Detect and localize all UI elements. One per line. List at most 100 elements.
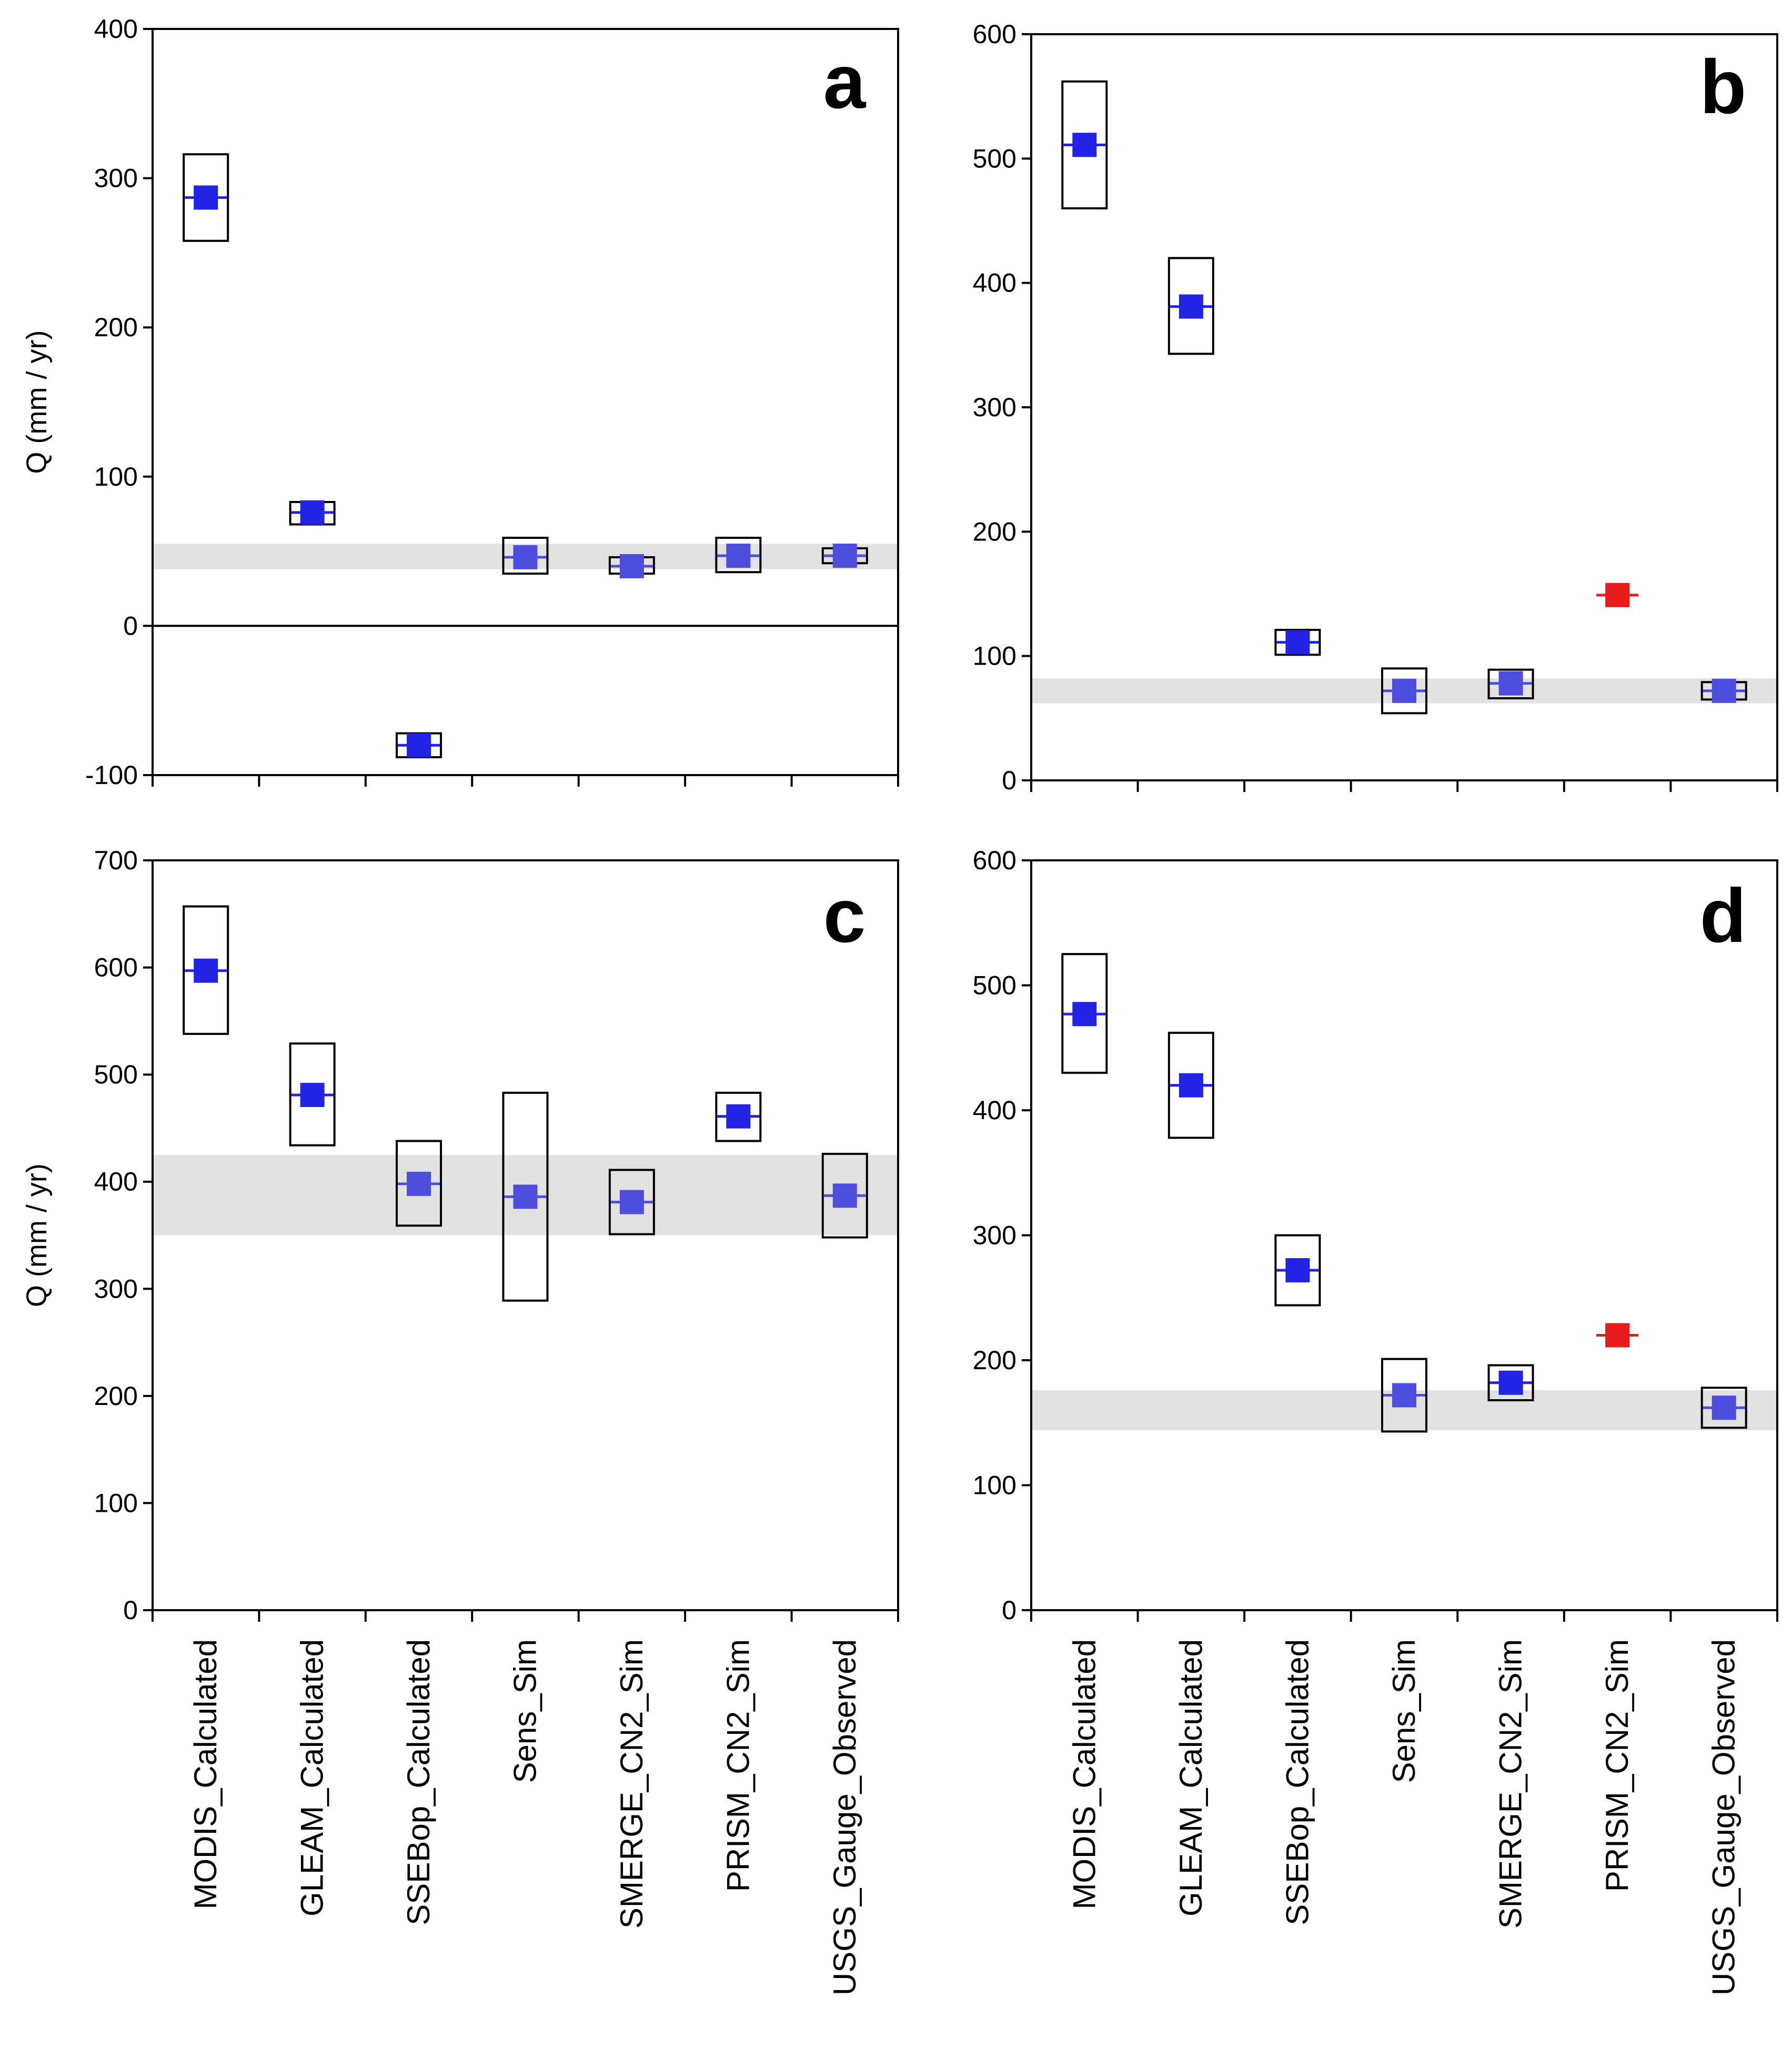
panel-d-range-box-smerge-cn2-sim: [1487, 1364, 1534, 1401]
panel-d-range-box-sens-sim: [1381, 1358, 1427, 1433]
panel-c-range-box-gleam-calculated: [289, 1042, 336, 1147]
panel-c-category-label-prism-cn2-sim: PRISM_CN2_Sim: [720, 1639, 756, 1892]
panel-a-plot-frame: [152, 28, 899, 776]
panel-b-y-tick-label-500: 500: [973, 144, 1016, 173]
panel-d-category-label-usgs-gauge-observed: USGS_Gauge_Observed: [1706, 1639, 1741, 1995]
panel-a-point-modis-calculated: [194, 185, 218, 210]
panel-a-y-tick-label--100: -100: [85, 760, 138, 790]
panel-d-category-label-modis-calculated: MODIS_Calculated: [1066, 1639, 1102, 1910]
panel-d-range-box-usgs-gauge-observed: [1700, 1387, 1747, 1429]
panel-b-point-gleam-calculated: [1179, 294, 1203, 319]
panel-c-y-tick-label-100: 100: [94, 1488, 138, 1518]
panel-d-y-tick-label-500: 500: [973, 971, 1016, 1000]
panel-b-point-modis-calculated: [1072, 133, 1097, 157]
panel-c-range-box-modis-calculated: [183, 905, 229, 1035]
panel-d-point-ssebop-calculated: [1285, 1258, 1310, 1282]
panel-d-category-label-gleam-calculated: GLEAM_Calculated: [1173, 1639, 1209, 1916]
panel-d-y-tick-label-600: 600: [973, 846, 1016, 875]
panel-d-y-tick-label-0: 0: [1002, 1595, 1016, 1625]
panel-a-y-axis-title: Q (mm / yr): [21, 330, 53, 474]
panel-a-point-prism-cn2-sim: [726, 544, 751, 568]
panel-a-point-sens-sim: [513, 545, 538, 569]
category-labels: MODIS_Calculated GLEAM_Calculated SSEBop_C…: [188, 1639, 1741, 1995]
panel-d-category-label-sens-sim: Sens_Sim: [1386, 1639, 1422, 1783]
panel-a: -100 0 100 200 300 400 Q (mm / yr) a: [21, 14, 899, 790]
panel-c-category-label-modis-calculated: MODIS_Calculated: [188, 1639, 223, 1910]
panel-d-category-label-smerge-cn2-sim: SMERGE_CN2_Sim: [1493, 1639, 1528, 1929]
panel-b-point-sens-sim: [1392, 678, 1416, 703]
panel-b-point-smerge-cn2-sim: [1498, 671, 1523, 696]
panel-c-range-box-sens-sim: [502, 1091, 549, 1302]
panel-d-range-box-ssebop-calculated: [1274, 1234, 1321, 1307]
panel-c-y-tick-label-400: 400: [94, 1167, 138, 1197]
panel-d-point-modis-calculated: [1072, 1002, 1097, 1027]
panel-b-range-box-sens-sim: [1381, 667, 1427, 715]
panel-a-point-gleam-calculated: [300, 500, 325, 525]
panel-c-range-box-smerge-cn2-sim: [608, 1169, 655, 1236]
panel-d-range-box-gleam-calculated: [1167, 1031, 1214, 1139]
panel-b-range-box-ssebop-calculated: [1274, 629, 1321, 656]
panel-a-panel-letter: a: [823, 39, 867, 124]
panel-b-y-tick-label-200: 200: [973, 517, 1016, 546]
panel-c: 0 100 200 300 400 500 600 700 Q (mm / yr) c: [21, 846, 899, 1625]
panel-d-point-smerge-cn2-sim: [1498, 1370, 1523, 1395]
panel-d-point-usgs-gauge-observed: [1712, 1396, 1736, 1420]
panel-a-y-tick-label-100: 100: [94, 462, 138, 491]
panel-d-point-prism-cn2-sim: [1605, 1323, 1630, 1348]
panel-c-category-label-smerge-cn2-sim: SMERGE_CN2_Sim: [614, 1639, 649, 1929]
panel-c-category-label-ssebop-calculated: SSEBop_Calculated: [401, 1639, 436, 1925]
panel-b-y-tick-label-100: 100: [973, 641, 1016, 671]
panel-d-y-tick-label-200: 200: [973, 1346, 1016, 1375]
panel-b-y-tick-label-300: 300: [973, 393, 1016, 422]
panel-a-point-ssebop-calculated: [407, 733, 431, 758]
panel-c-plot-frame: [152, 859, 899, 1611]
panel-d-point-gleam-calculated: [1179, 1073, 1203, 1098]
panel-c-point-modis-calculated: [194, 958, 218, 983]
panel-d: 0 100 200 300 400 500 600 d: [973, 846, 1778, 1625]
panel-c-category-label-usgs-gauge-observed: USGS_Gauge_Observed: [827, 1639, 862, 1995]
panel-a-point-usgs-gauge-observed: [832, 544, 857, 568]
panel-a-range-box-modis-calculated: [183, 153, 229, 242]
panel-a-y-tick-label-0: 0: [123, 611, 138, 640]
panel-c-range-box-prism-cn2-sim: [715, 1091, 762, 1142]
panel-a-y-tick-label-400: 400: [94, 14, 138, 44]
panel-d-category-label-prism-cn2-sim: PRISM_CN2_Sim: [1599, 1639, 1635, 1892]
panel-d-y-tick-label-100: 100: [973, 1471, 1016, 1500]
panel-c-panel-letter: c: [823, 873, 866, 958]
panel-b-point-usgs-gauge-observed: [1712, 678, 1736, 703]
panel-c-y-tick-label-600: 600: [94, 953, 138, 982]
panel-c-y-axis-title: Q (mm / yr): [21, 1163, 53, 1307]
panel-b-panel-letter: b: [1700, 44, 1747, 129]
panel-c-point-usgs-gauge-observed: [832, 1183, 857, 1208]
panel-c-range-box-ssebop-calculated: [396, 1140, 442, 1227]
panel-c-point-sens-sim: [513, 1184, 538, 1209]
panel-d-plot-frame: [1030, 859, 1778, 1611]
panel-c-point-gleam-calculated: [300, 1082, 325, 1107]
panel-c-point-ssebop-calculated: [407, 1171, 431, 1196]
panel-c-y-tick-label-200: 200: [94, 1381, 138, 1411]
panel-d-point-sens-sim: [1392, 1383, 1416, 1408]
panel-c-category-label-sens-sim: Sens_Sim: [508, 1639, 543, 1783]
panel-b-point-prism-cn2-sim: [1605, 583, 1630, 607]
panel-c-point-prism-cn2-sim: [726, 1104, 751, 1129]
panel-a-y-tick-label-300: 300: [94, 164, 138, 193]
panel-a-y-tick-label-200: 200: [94, 313, 138, 342]
panel-d-panel-letter: d: [1700, 873, 1747, 958]
panel-a-range-box-prism-cn2-sim: [715, 537, 762, 574]
panel-d-category-label-ssebop-calculated: SSEBop_Calculated: [1280, 1639, 1315, 1925]
panel-b-y-tick-label-0: 0: [1002, 766, 1016, 795]
panel-c-point-smerge-cn2-sim: [619, 1190, 644, 1214]
panel-c-y-tick-label-700: 700: [94, 846, 138, 875]
panel-b-range-box-smerge-cn2-sim: [1487, 668, 1534, 700]
panel-d-y-tick-label-300: 300: [973, 1221, 1016, 1250]
panel-c-y-tick-label-500: 500: [94, 1060, 138, 1089]
panel-a-point-smerge-cn2-sim: [619, 554, 644, 578]
panel-c-y-tick-label-0: 0: [123, 1595, 138, 1625]
panel-b-range-box-modis-calculated: [1061, 80, 1108, 209]
panel-b-range-box-gleam-calculated: [1167, 257, 1214, 355]
panel-b-point-ssebop-calculated: [1285, 630, 1310, 655]
panel-c-range-box-usgs-gauge-observed: [821, 1152, 868, 1239]
panel-b-y-tick-label-600: 600: [973, 19, 1016, 49]
panel-d-range-box-modis-calculated: [1061, 953, 1108, 1074]
